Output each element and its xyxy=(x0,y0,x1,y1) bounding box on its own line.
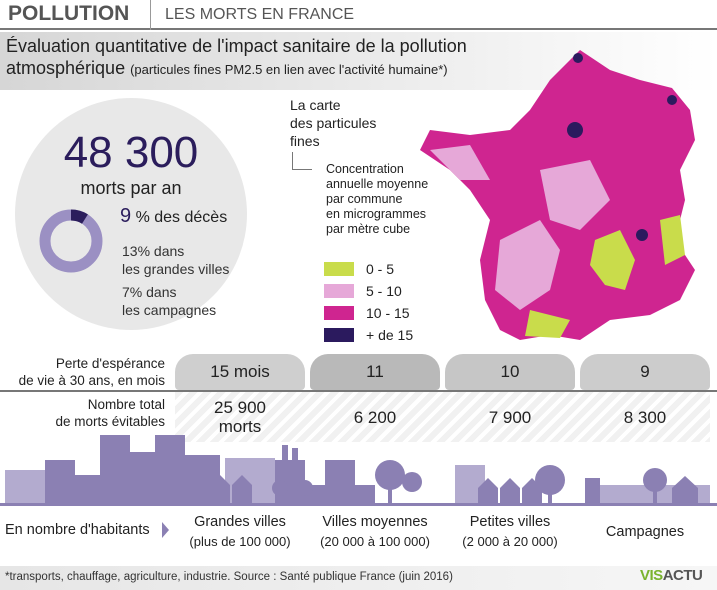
logo-part: VIS xyxy=(640,567,663,584)
visactu-logo: VISACTU xyxy=(640,567,703,584)
row-label-deaths: Nombre total de morts évitables xyxy=(0,396,165,430)
life-loss-value: 15 mois xyxy=(210,362,270,381)
map-title: La carte des particules fines xyxy=(290,96,376,150)
map-zone-low xyxy=(590,230,635,290)
rural-share: 7% dans les campagnes xyxy=(122,283,216,319)
deaths-total: 48 300 xyxy=(63,128,199,177)
legend-label: 5 - 10 xyxy=(366,283,402,299)
life-loss-value: 9 xyxy=(640,362,650,381)
header xyxy=(0,0,717,30)
category-name: Grandes villes xyxy=(194,514,286,530)
map-zone-medium xyxy=(540,160,610,230)
deaths-number: 25 900 xyxy=(214,398,266,417)
map-description: Concentration annuelle moyenne par commu… xyxy=(326,162,428,237)
map-zone-low xyxy=(525,310,570,338)
category-grandes-villes: Grandes villes (plus de 100 000) xyxy=(175,512,305,552)
map-title-2: des particules xyxy=(290,115,377,131)
category-name: Petites villes xyxy=(469,514,551,530)
deaths-unit: morts xyxy=(218,417,262,436)
life-loss-value: 10 xyxy=(500,362,520,381)
legend-swatch xyxy=(324,306,354,320)
share-value: 9 xyxy=(120,205,132,227)
row-label-line: de morts évitables xyxy=(55,414,165,429)
header-subtitle: LES MORTS EN FRANCE xyxy=(165,6,355,23)
row-label-life-loss: Perte d'espérance de vie à 30 ans, en moi… xyxy=(0,355,165,389)
inhabitants-label: En nombre d'habitants xyxy=(5,522,150,538)
map-title-1: La carte xyxy=(290,97,341,113)
map-desc-line: Concentration xyxy=(326,162,404,176)
table-divider xyxy=(0,390,717,392)
row-label-line: de vie à 30 ans, en mois xyxy=(18,373,165,388)
map-desc-line: par commune xyxy=(326,192,403,206)
header-title: POLLUTION xyxy=(8,2,130,25)
deaths-value: 25 900 morts xyxy=(175,398,305,436)
life-loss-value: 11 xyxy=(366,362,384,381)
share-label: % des décès xyxy=(135,209,228,226)
legend-swatch xyxy=(324,284,354,298)
cloud-villes-moyennes xyxy=(310,354,440,390)
pointer-arrow-icon xyxy=(292,152,312,170)
cloud-campagnes xyxy=(580,354,710,390)
map-title-3: fines xyxy=(290,133,320,149)
footer-note: *transports, chauffage, agriculture, ind… xyxy=(5,571,453,583)
rural-share-1: 7% dans xyxy=(122,284,177,300)
category-villes-moyennes: Villes moyennes (20 000 à 100 000) xyxy=(305,512,445,552)
share-text: 9 % des décès xyxy=(120,205,227,228)
donut-segment xyxy=(39,209,103,273)
map-zone-very-high xyxy=(573,53,583,63)
map-zone-very-high xyxy=(636,229,648,241)
intro-line2: atmosphérique (particules fines PM2.5 en… xyxy=(6,58,448,79)
cloud-petites-villes xyxy=(445,354,575,390)
arrow-right-icon xyxy=(162,522,169,538)
donut-ring xyxy=(39,209,103,273)
intro-main: atmosphérique xyxy=(6,58,126,78)
legend-item: + de 15 xyxy=(324,324,413,346)
legend-item: 5 - 10 xyxy=(324,280,413,302)
legend-label: 0 - 5 xyxy=(366,261,395,277)
row-label-line: Nombre total xyxy=(87,397,165,412)
deaths-value: 6 200 xyxy=(353,408,397,427)
cities-share-1: 13% dans xyxy=(122,243,185,259)
map-desc-line: par mètre cube xyxy=(326,222,411,236)
map-zone-medium xyxy=(430,145,490,180)
map-legend: 0 - 5 5 - 10 10 - 15 + de 15 xyxy=(324,258,413,346)
logo-part: ACTU xyxy=(662,567,703,584)
deaths-value: 7 900 xyxy=(488,408,532,427)
category-name: Villes moyennes xyxy=(322,514,428,530)
cloud-grandes-villes xyxy=(175,354,305,390)
map-zone-low xyxy=(660,215,685,265)
category-range: (plus de 100 000) xyxy=(189,534,291,549)
deaths-value: 8 300 xyxy=(623,408,667,427)
legend-swatch xyxy=(324,328,354,342)
divider xyxy=(150,0,151,30)
deaths-label: morts par an xyxy=(80,178,182,198)
rural-share-2: les campagnes xyxy=(122,302,217,318)
legend-label: 10 - 15 xyxy=(366,305,410,321)
legend-swatch xyxy=(324,262,354,276)
france-map xyxy=(420,50,695,340)
legend-item: 10 - 15 xyxy=(324,302,413,324)
category-range: (2 000 à 20 000) xyxy=(462,534,558,549)
legend-item: 0 - 5 xyxy=(324,258,413,280)
cities-share: 13% dans les grandes villes xyxy=(122,242,229,278)
map-zone-medium xyxy=(495,220,560,310)
summary-circle xyxy=(15,98,247,330)
intro-line1: Évaluation quantitative de l'impact sani… xyxy=(6,36,467,56)
legend-label: + de 15 xyxy=(366,327,414,343)
map-zone-very-high xyxy=(667,95,677,105)
donut-chart xyxy=(39,209,103,273)
intro-note: (particules fines PM2.5 en lien avec l'a… xyxy=(130,62,448,77)
map-desc-line: en microgrammes xyxy=(326,207,427,221)
skyline-illustration xyxy=(5,435,710,505)
map-desc-line: annuelle moyenne xyxy=(326,177,429,191)
category-campagnes: Campagnes xyxy=(605,524,685,540)
hatch-background xyxy=(175,392,710,442)
category-petites-villes: Petites villes (2 000 à 20 000) xyxy=(445,512,575,552)
cities-share-2: les grandes villes xyxy=(122,261,230,277)
footer xyxy=(0,566,717,590)
category-range: (20 000 à 100 000) xyxy=(320,534,430,549)
ground-line xyxy=(0,503,717,506)
row-label-line: Perte d'espérance xyxy=(55,356,165,371)
map-zone-very-high xyxy=(567,122,583,138)
